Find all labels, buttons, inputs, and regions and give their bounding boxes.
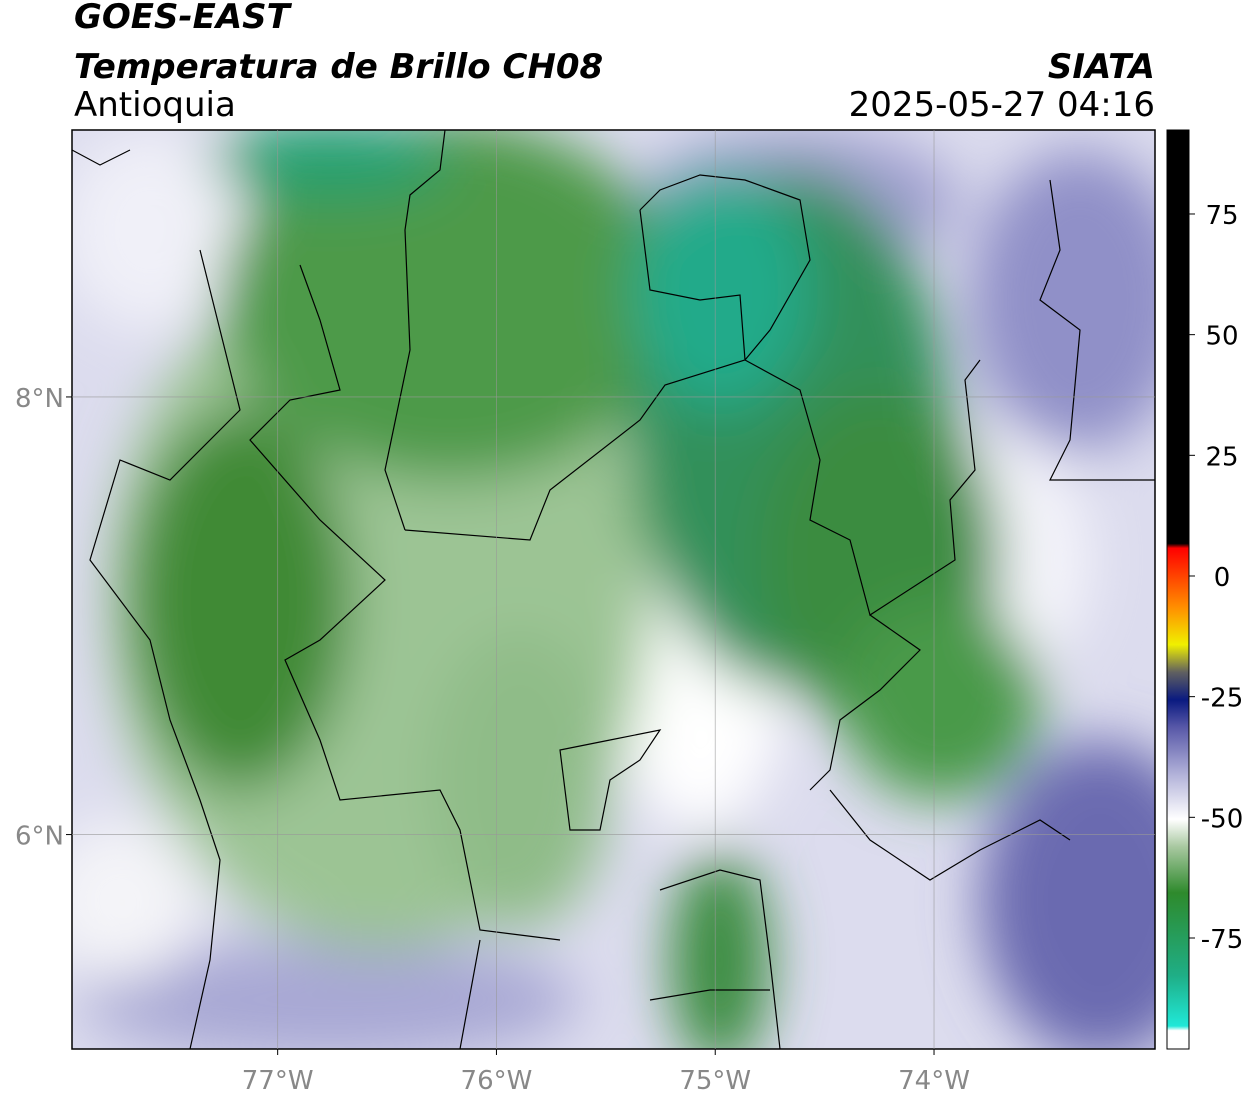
colorbar: [1166, 129, 1190, 1050]
colorbar-tick-label: -75: [1201, 925, 1243, 955]
lon-tick-label: 77°W: [242, 1066, 314, 1096]
colorbar-tick-label: -25: [1201, 684, 1243, 714]
region: Antioquia: [74, 85, 236, 125]
lon-tick-label: 74°W: [898, 1066, 970, 1096]
colorbar-tick-label: 75: [1205, 201, 1238, 231]
lon-tick-label: 75°W: [679, 1066, 751, 1096]
title: GOES-EAST: [74, 0, 293, 37]
colorbar-tick-label: -50: [1201, 804, 1243, 834]
colorbar-tick-label: 50: [1205, 322, 1238, 352]
lat-tick-label: 8°N: [15, 384, 64, 414]
source: SIATA: [1048, 47, 1155, 87]
lon-tick-label: 76°W: [461, 1066, 533, 1096]
map-frame: [71, 129, 1156, 1050]
subtitle: Temperatura de Brillo CH08: [74, 47, 603, 87]
datetime: 2025-05-27 04:16: [849, 85, 1155, 125]
colorbar-tick-label: 0: [1214, 563, 1231, 593]
colorbar-tick-label: 25: [1205, 442, 1238, 472]
satellite-image: [72, 130, 1155, 1049]
lat-tick-label: 6°N: [15, 822, 64, 852]
